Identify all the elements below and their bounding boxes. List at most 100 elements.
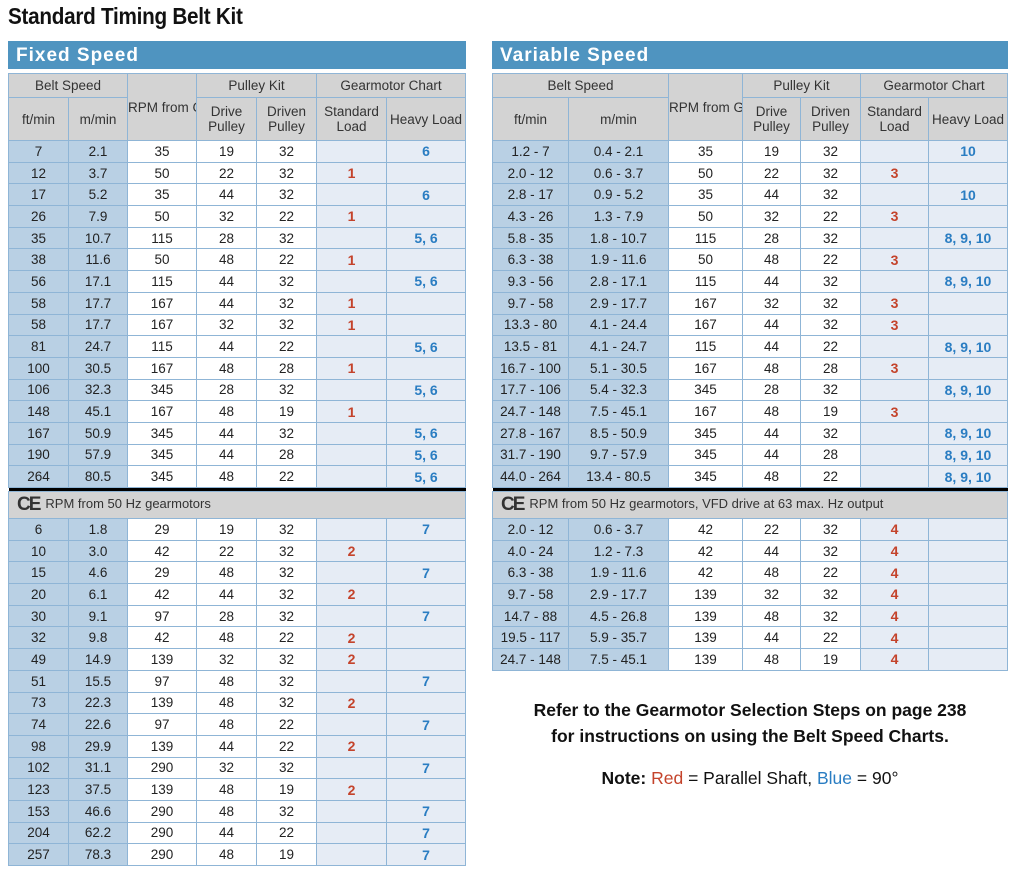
ft-min-cell: 153	[8, 799, 69, 823]
heavy-load-cell	[928, 356, 1008, 380]
m-min-cell: 2.1	[68, 140, 128, 163]
driven-pulley-cell: 19	[256, 843, 317, 866]
drive-pulley-cell: 48	[196, 356, 257, 380]
table-row: 9.3 - 56 2.8 - 17.1 115 44 32 8, 9, 10	[492, 270, 1008, 293]
table-row: 16.7 - 100 5.1 - 30.5 167 48 28 3	[492, 356, 1008, 380]
standard-load-cell	[860, 270, 929, 293]
table-row: 2.0 - 12 0.6 - 3.7 50 22 32 3	[492, 161, 1008, 185]
rpm-cell: 139	[668, 648, 743, 671]
heavy-load-cell	[386, 205, 466, 228]
color-legend: Note: Red = Parallel Shaft, Blue = 90°	[492, 768, 1008, 789]
drive-pulley-cell: 44	[742, 421, 801, 445]
rpm-cell: 50	[127, 205, 197, 228]
m-min-cell: 32.3	[68, 378, 128, 402]
driven-pulley-cell: 28	[256, 356, 317, 380]
rpm-cell: 167	[668, 356, 743, 380]
ft-min-cell: 190	[8, 443, 69, 467]
heavy-load-cell: 5, 6	[386, 421, 466, 445]
note-label: Note:	[601, 768, 647, 788]
driven-pulley-cell: 32	[256, 140, 317, 163]
standard-load-cell	[860, 378, 929, 402]
table-row: 44.0 - 264 13.4 - 80.5 345 48 22 8, 9, 10	[492, 465, 1008, 488]
heavy-load-cell	[928, 648, 1008, 671]
standard-load-cell: 1	[316, 313, 387, 337]
m-min-cell: 80.5	[68, 465, 128, 488]
ft-min-cell: 16.7 - 100	[492, 356, 569, 380]
standard-load-cell	[860, 421, 929, 445]
table-row: 51 15.5 97 48 32 7	[8, 669, 466, 693]
drive-pulley-cell: 44	[196, 291, 257, 315]
heavy-load-cell: 5, 6	[386, 465, 466, 488]
drive-pulley-cell: 32	[196, 313, 257, 337]
rpm-cell: 139	[668, 583, 743, 606]
ft-min-cell: 32	[8, 626, 69, 650]
drive-pulley-cell: 44	[742, 313, 801, 337]
table-row: 19.5 - 117 5.9 - 35.7 139 44 22 4	[492, 626, 1008, 650]
drive-pulley-header: Drive Pulley	[742, 97, 801, 141]
table-row: 14.7 - 88 4.5 - 26.8 139 48 32 4	[492, 604, 1008, 628]
heavy-load-cell: 7	[386, 604, 466, 628]
heavy-load-cell: 7	[386, 843, 466, 866]
m-min-cell: 29.9	[68, 734, 128, 758]
driven-pulley-cell: 32	[256, 756, 317, 780]
heavy-load-cell	[386, 248, 466, 272]
heavy-load-cell	[386, 161, 466, 185]
standard-load-cell: 2	[316, 778, 387, 801]
table-row: 4.0 - 24 1.2 - 7.3 42 44 32 4	[492, 539, 1008, 563]
table-row: 32 9.8 42 48 22 2	[8, 626, 466, 650]
table-row: 10 3.0 42 22 32 2	[8, 539, 466, 563]
m-min-cell: 4.1 - 24.7	[568, 335, 669, 358]
standard-load-cell	[860, 226, 929, 250]
drive-pulley-cell: 48	[196, 691, 257, 715]
standard-load-cell	[316, 183, 387, 207]
drive-pulley-cell: 44	[196, 183, 257, 207]
ft-min-cell: 100	[8, 356, 69, 380]
table-row: 100 30.5 167 48 28 1	[8, 356, 466, 380]
standard-load-cell	[316, 821, 387, 845]
page-title: Standard Timing Belt Kit	[8, 3, 243, 29]
driven-pulley-cell: 32	[800, 604, 861, 628]
ft-min-cell: 12	[8, 161, 69, 185]
driven-pulley-cell: 22	[800, 561, 861, 585]
driven-pulley-cell: 32	[256, 313, 317, 337]
m-min-cell: 31.1	[68, 756, 128, 780]
m-min-header: m/min	[68, 97, 128, 141]
ft-min-cell: 81	[8, 335, 69, 358]
rpm-header: RPM from Gearmotor	[668, 73, 743, 141]
standard-load-cell: 2	[316, 691, 387, 715]
m-min-cell: 14.9	[68, 648, 128, 671]
rpm-cell: 50	[127, 248, 197, 272]
drive-pulley-cell: 48	[742, 400, 801, 423]
m-min-cell: 8.5 - 50.9	[568, 421, 669, 445]
ft-min-cell: 6.3 - 38	[492, 248, 569, 272]
drive-pulley-cell: 48	[196, 778, 257, 801]
heavy-load-header: Heavy Load	[928, 97, 1008, 141]
heavy-load-cell	[386, 626, 466, 650]
ft-min-cell: 35	[8, 226, 69, 250]
table-row: 6.3 - 38 1.9 - 11.6 42 48 22 4	[492, 561, 1008, 585]
ft-min-cell: 98	[8, 734, 69, 758]
ft-min-cell: 27.8 - 167	[492, 421, 569, 445]
driven-pulley-cell: 32	[800, 226, 861, 250]
driven-pulley-cell: 19	[800, 648, 861, 671]
table-row: 26 7.9 50 32 22 1	[8, 205, 466, 228]
m-min-cell: 5.1 - 30.5	[568, 356, 669, 380]
rpm-cell: 290	[127, 756, 197, 780]
drive-pulley-cell: 44	[742, 626, 801, 650]
drive-pulley-cell: 44	[742, 539, 801, 563]
table-row: 2.8 - 17 0.9 - 5.2 35 44 32 10	[492, 183, 1008, 207]
standard-load-cell: 4	[860, 518, 929, 541]
pulley-kit-header: Pulley Kit	[742, 73, 861, 98]
heavy-load-cell: 5, 6	[386, 226, 466, 250]
heavy-load-cell: 5, 6	[386, 378, 466, 402]
drive-pulley-cell: 48	[196, 799, 257, 823]
rpm-cell: 167	[668, 291, 743, 315]
rpm-cell: 50	[127, 161, 197, 185]
ft-min-cell: 30	[8, 604, 69, 628]
standard-load-cell: 1	[316, 205, 387, 228]
standard-load-cell: 3	[860, 161, 929, 185]
drive-pulley-cell: 44	[742, 335, 801, 358]
heavy-load-cell: 7	[386, 561, 466, 585]
